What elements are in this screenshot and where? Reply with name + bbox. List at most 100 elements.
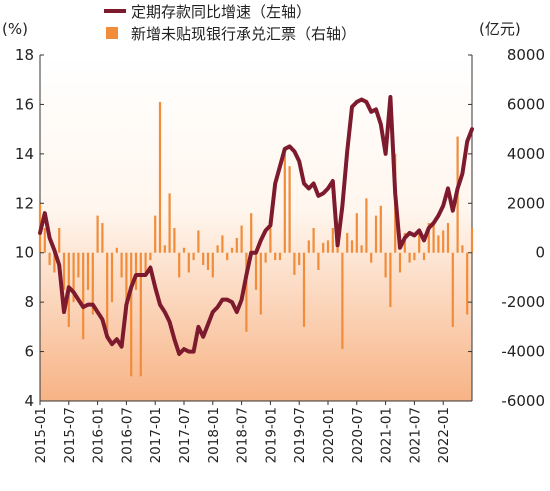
bar — [370, 252, 373, 263]
bar — [302, 252, 306, 327]
bar — [322, 242, 325, 253]
bar — [168, 193, 171, 253]
right-tick-label: 6000 — [507, 95, 545, 113]
x-tick-label: 2017-01 — [148, 407, 164, 463]
bar — [250, 213, 253, 253]
legend-bar-swatch — [106, 27, 118, 39]
x-axis-ticks: 2015-01 2015-07 2016-01 2016-07 2017-01 2017-… — [33, 401, 452, 463]
bar — [187, 252, 190, 273]
bar — [264, 252, 267, 263]
bar — [355, 213, 358, 253]
x-tick-label: 2021-01 — [379, 407, 395, 463]
right-tick-label: 2000 — [507, 194, 545, 212]
bar — [437, 235, 440, 253]
bar — [173, 228, 176, 253]
line-series — [38, 95, 474, 357]
right-tick-label: -6000 — [501, 392, 545, 410]
bar — [398, 252, 402, 273]
x-tick-label: 2022-01 — [436, 407, 452, 463]
x-tick-label: 2017-07 — [177, 407, 193, 463]
left-tick-label: 14 — [15, 145, 34, 163]
bar — [62, 252, 66, 290]
bar — [77, 252, 80, 278]
bar — [48, 252, 51, 266]
left-axis-ticks: 4 6 8 10 12 14 16 18 — [15, 46, 44, 410]
bar — [110, 252, 114, 303]
bar — [96, 215, 99, 253]
bar — [254, 252, 258, 290]
x-tick-label: 2015-07 — [62, 407, 78, 463]
bar — [461, 245, 464, 253]
x-tick-label: 2020-07 — [350, 407, 366, 463]
x-tick-label: 2016-07 — [119, 407, 135, 463]
bar — [226, 252, 229, 261]
legend: 定期存款同比增速（左轴） 新增未贴现银行承兑汇票（右轴） — [104, 3, 356, 43]
x-tick-label: 2018-07 — [235, 407, 251, 463]
x-tick-label: 2019-07 — [292, 407, 308, 463]
x-tick-label: 2021-07 — [407, 407, 423, 463]
bar — [216, 245, 219, 253]
bar — [389, 252, 392, 308]
left-tick-label: 16 — [15, 95, 34, 113]
bar — [326, 240, 330, 253]
bar — [211, 252, 214, 278]
bar — [350, 240, 354, 253]
bar — [446, 223, 450, 253]
left-tick-label: 6 — [24, 343, 34, 361]
right-tick-label: 0 — [535, 244, 545, 262]
bar — [442, 230, 445, 253]
bar — [283, 153, 286, 253]
bar — [192, 252, 195, 261]
bar — [240, 225, 243, 253]
right-tick-label: 8000 — [507, 46, 545, 64]
bar — [125, 252, 128, 315]
plot-background — [40, 55, 472, 401]
bar — [163, 245, 166, 253]
bar — [451, 252, 454, 327]
bar — [178, 252, 181, 278]
x-tick-label: 2020-01 — [321, 407, 337, 463]
bar — [432, 223, 435, 253]
bar — [341, 252, 344, 350]
right-axis-ticks: -6000 -4000 -2000 0 2000 4000 6000 8000 — [468, 46, 545, 410]
bar — [72, 252, 75, 303]
bar — [307, 240, 310, 253]
bar — [274, 252, 277, 261]
bar — [278, 252, 282, 261]
bar — [230, 247, 234, 253]
bar — [403, 232, 406, 253]
bar — [413, 252, 416, 261]
right-tick-label: 4000 — [507, 145, 545, 163]
bar — [134, 252, 138, 290]
line-series-group — [38, 95, 474, 357]
legend-bar-label: 新增未贴现银行承兑汇票（右轴） — [131, 25, 356, 43]
bar — [422, 252, 426, 261]
bar — [418, 232, 421, 253]
right-tick-label: -4000 — [501, 343, 545, 361]
x-tick-label: 2018-01 — [206, 407, 222, 463]
bar — [91, 252, 94, 315]
bar — [206, 252, 210, 271]
bar — [221, 235, 224, 253]
bar — [86, 252, 90, 290]
bar — [139, 252, 142, 377]
bar — [374, 215, 378, 253]
bar — [130, 252, 133, 377]
bar — [58, 228, 61, 253]
left-tick-label: 10 — [15, 244, 34, 262]
bar — [120, 252, 123, 278]
right-axis-unit: (亿元) — [479, 20, 521, 38]
left-tick-label: 8 — [24, 293, 34, 311]
x-tick-label: 2019-01 — [263, 407, 279, 463]
bar — [470, 228, 474, 253]
bar — [202, 252, 205, 266]
left-tick-label: 4 — [24, 392, 34, 410]
left-tick-label: 12 — [15, 194, 34, 212]
bar — [269, 228, 272, 253]
bar — [43, 228, 46, 253]
right-tick-label: -2000 — [501, 293, 545, 311]
bar — [293, 252, 296, 275]
x-tick-label: 2016-01 — [91, 407, 107, 463]
bar — [336, 245, 339, 253]
